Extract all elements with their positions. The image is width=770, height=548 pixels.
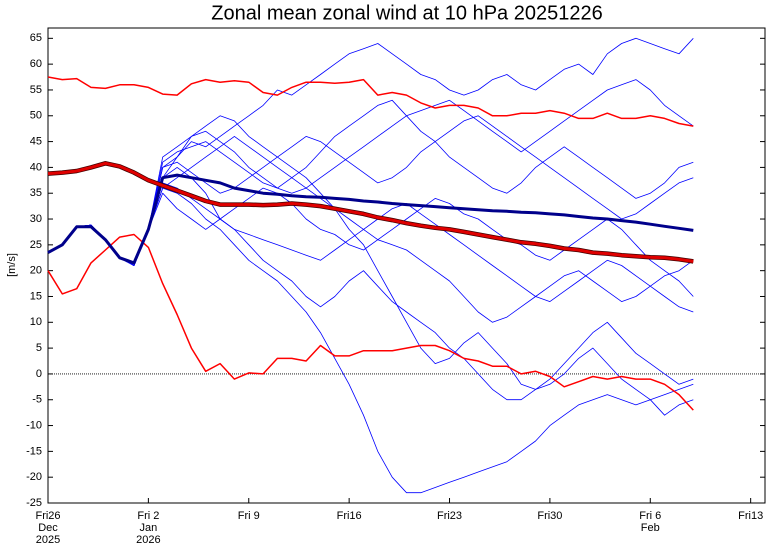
x-tick-label: Fri 2 — [137, 510, 159, 522]
chart-title: Zonal mean zonal wind at 10 hPa 20251226 — [211, 2, 602, 24]
series-line — [47, 136, 694, 323]
y-tick-label: 30 — [30, 213, 42, 225]
x-tick-label: Fri23 — [437, 510, 462, 522]
series-line — [47, 37, 694, 266]
y-tick-label: 50 — [30, 110, 42, 122]
y-tick-label: 0 — [36, 368, 42, 380]
y-axis-label: [m/s] — [6, 253, 18, 277]
x-year-label: 2026 — [136, 534, 160, 546]
y-tick-label: -20 — [26, 471, 42, 483]
series-line — [47, 115, 694, 266]
x-tick-label: Fri26 — [35, 510, 60, 522]
x-month-label: Feb — [641, 522, 660, 534]
y-tick-label: -5 — [32, 394, 42, 406]
x-month-label: Jan — [140, 522, 158, 534]
series-line — [47, 233, 694, 411]
series-line — [47, 76, 694, 127]
series-line — [47, 161, 694, 263]
series-line — [47, 187, 694, 494]
x-year-label: 2025 — [36, 534, 60, 546]
y-tick-label: -10 — [26, 419, 42, 431]
y-tick-label: 55 — [30, 84, 42, 96]
y-tick-label: 40 — [30, 161, 42, 173]
y-tick-label: 45 — [30, 135, 42, 147]
series-line — [47, 99, 694, 266]
x-tick-label: Fri13 — [738, 510, 763, 522]
plot-frame — [47, 27, 766, 504]
y-tick-label: 15 — [30, 290, 42, 302]
y-tick-label: 60 — [30, 58, 42, 70]
series-line — [47, 79, 694, 266]
x-tick-label: Fri16 — [337, 510, 362, 522]
y-tick-label: -15 — [26, 445, 42, 457]
series-line — [47, 173, 694, 265]
x-tick-label: Fri 6 — [639, 510, 661, 522]
x-tick-label: Fri 9 — [238, 510, 260, 522]
series-line — [47, 187, 694, 297]
y-tick-label: 25 — [30, 239, 42, 251]
y-tick-label: -25 — [26, 497, 42, 509]
y-tick-label: 20 — [30, 265, 42, 277]
y-tick-label: 35 — [30, 187, 42, 199]
x-tick-label: Fri30 — [537, 510, 562, 522]
series-line — [47, 167, 694, 416]
y-tick-label: 5 — [36, 342, 42, 354]
x-month-label: Dec — [38, 522, 58, 534]
y-tick-label: 65 — [30, 32, 42, 44]
y-tick-label: 10 — [30, 316, 42, 328]
